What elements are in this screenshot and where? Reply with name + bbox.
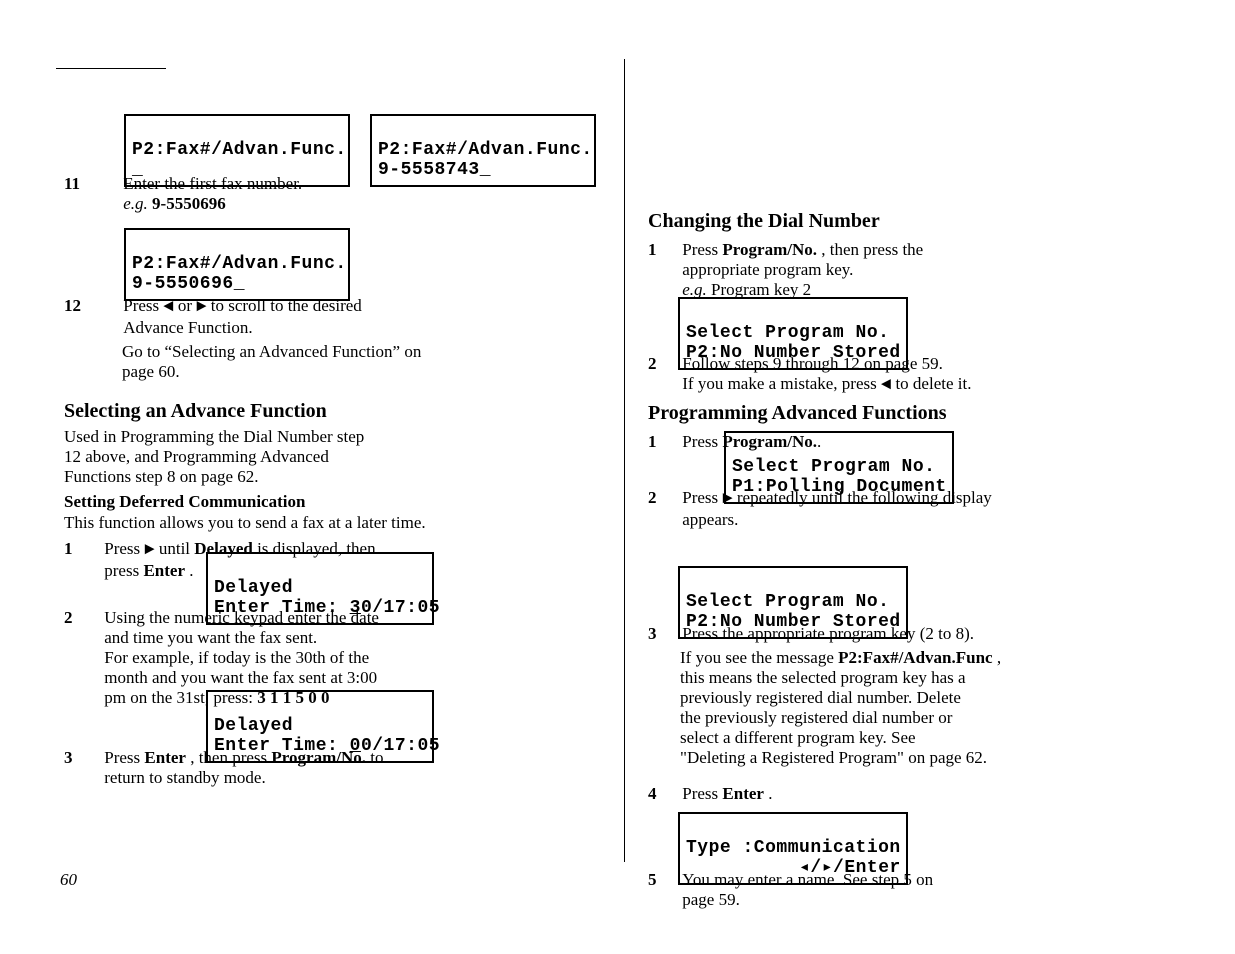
step-text: Enter the first fax number. — [123, 174, 302, 193]
step-text: until — [159, 539, 194, 558]
paragraph: Used in Programming the Dial Number step — [64, 427, 364, 446]
lcd-line: Select Program No. — [686, 592, 889, 612]
step-text: return to standby mode. — [104, 768, 265, 787]
key-name: Enter — [144, 748, 186, 767]
step-number: 1 — [648, 432, 678, 452]
lcd-line: Select Program No. — [686, 323, 889, 343]
section-rule — [56, 68, 166, 69]
step-text: If you make a mistake, press — [682, 374, 881, 393]
step-number: 5 — [648, 870, 678, 890]
lcd-display: P2:Fax#/Advan.Func. 9-5550696_ — [124, 228, 350, 301]
lcd-line: P2:Fax#/Advan.Func. — [132, 254, 347, 274]
step-number: 4 — [648, 784, 678, 804]
step-text: Press — [104, 748, 144, 767]
step-text: , then press the — [821, 240, 923, 259]
note-text: select a different program key. See — [680, 728, 916, 747]
key-name: Enter — [722, 784, 764, 803]
note-text: , — [997, 648, 1001, 667]
step-text: Press — [682, 240, 722, 259]
left-arrow-icon: ◄ — [163, 298, 173, 317]
step-text: appears. — [682, 510, 738, 529]
subsection-heading: Setting Deferred Communication — [64, 492, 305, 512]
step-text: . — [768, 784, 772, 803]
step-text: appropriate program key. — [682, 260, 853, 279]
step-text: repeatedly until the following display — [737, 488, 992, 507]
step-text: Press — [682, 488, 722, 507]
section-heading: Selecting an Advance Function — [64, 400, 327, 423]
note-text: this means the selected program key has … — [680, 668, 966, 687]
step-number: 1 — [648, 240, 678, 260]
lcd-line: P2:Fax#/Advan.Func. — [378, 140, 593, 160]
key-name: Enter — [143, 561, 185, 580]
step-text: or — [178, 296, 196, 315]
lcd-line: Select Program No. — [732, 457, 935, 477]
step-number: 12 — [64, 296, 119, 316]
key-name: P2:Fax#/Advan.Func — [838, 648, 992, 667]
step-number: 2 — [648, 488, 678, 508]
paragraph: This function allows you to send a fax a… — [64, 513, 584, 533]
note-text: If you see the message — [680, 648, 838, 667]
key-name: Program/No. — [722, 240, 817, 259]
example-label: e.g. — [123, 194, 148, 213]
note-text: previously registered dial number. Delet… — [680, 688, 961, 707]
step-number: 2 — [64, 608, 100, 628]
section-heading: Changing the Dial Number — [648, 210, 880, 233]
step-text: Follow steps 9 through 12 on page 59. — [682, 354, 943, 373]
step-text: Press the appropriate program key (2 to … — [682, 624, 974, 643]
step-text: Press — [682, 432, 722, 451]
step-text: and time you want the fax sent. — [104, 628, 317, 647]
paragraph: 12 above, and Programming Advanced — [64, 447, 329, 466]
lcd-line: P2:Fax#/Advan.Func. — [132, 140, 347, 160]
lcd-line: 9-5550696_ — [132, 274, 245, 294]
step-text: You may enter a name. See step 5 on — [682, 870, 933, 889]
step-number: 3 — [648, 624, 678, 644]
right-arrow-icon: ► — [144, 541, 154, 560]
step-text: to delete it. — [895, 374, 971, 393]
right-arrow-icon: ► — [722, 490, 732, 509]
left-arrow-icon: ◄ — [881, 376, 891, 395]
step-text: page 59. — [682, 890, 740, 909]
lcd-line: Delayed — [214, 578, 293, 598]
step-text: Press — [104, 539, 144, 558]
step-text: press — [104, 561, 143, 580]
step-text: Advance Function. — [123, 318, 252, 337]
lcd-line: Delayed — [214, 716, 293, 736]
step-number: 2 — [648, 354, 678, 374]
step-number: 3 — [64, 748, 100, 768]
step-number: 1 — [64, 539, 100, 559]
note-text: the previously registered dial number or — [680, 708, 952, 727]
step-text: Press — [123, 296, 163, 315]
step-text: , then press — [190, 748, 271, 767]
note-text: Go to “Selecting an Advanced Function” o… — [122, 342, 421, 361]
step-text: to — [370, 748, 383, 767]
example-value: 9-5550696 — [152, 194, 226, 213]
step-text: Press — [682, 784, 722, 803]
note-text: "Deleting a Registered Program" on page … — [680, 748, 987, 767]
step-text: For example, if today is the 30th of the — [104, 648, 369, 667]
step-text: month and you want the fax sent at 3:00 — [104, 668, 377, 687]
column-divider — [624, 59, 625, 862]
section-heading: Programming Advanced Functions — [648, 402, 947, 425]
step-text: . — [189, 561, 193, 580]
lcd-line: Type :Communication — [686, 838, 901, 858]
step-number: 11 — [64, 174, 119, 194]
note-text: page 60. — [122, 362, 180, 381]
page-number: 60 — [60, 870, 77, 890]
step-text: Using the numeric keypad enter the date — [104, 608, 379, 627]
paragraph: Functions step 8 on page 62. — [64, 467, 259, 486]
right-arrow-icon: ► — [196, 298, 206, 317]
key-name: Program/No. — [271, 748, 366, 767]
step-text: to scroll to the desired — [211, 296, 362, 315]
